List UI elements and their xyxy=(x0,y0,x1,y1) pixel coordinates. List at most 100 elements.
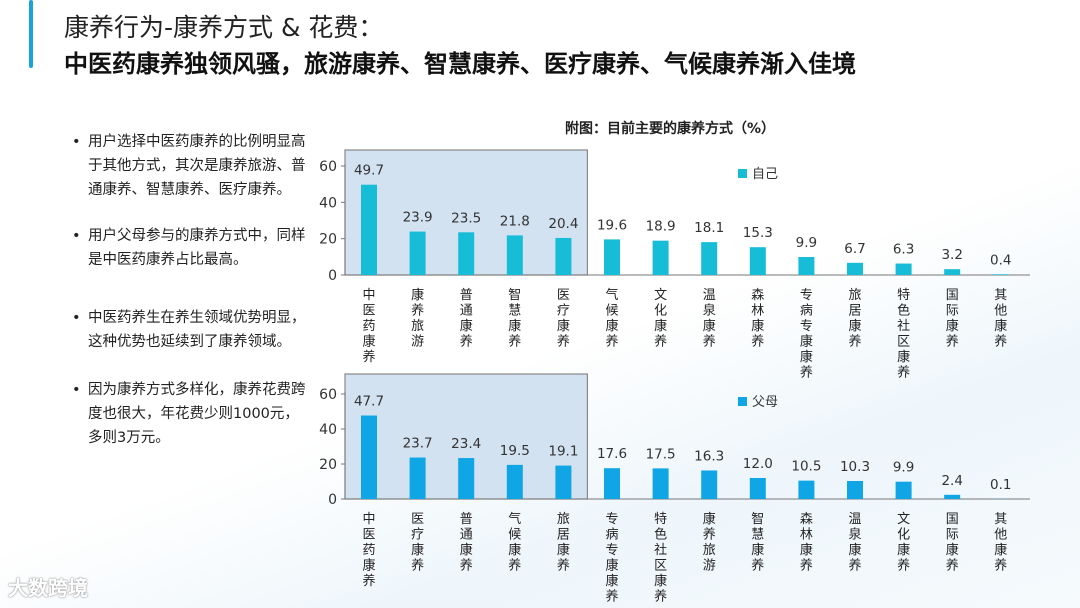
legend-label: 自己 xyxy=(752,167,778,182)
bar xyxy=(604,468,620,499)
category-label: 国际康养 xyxy=(946,512,959,574)
data-label: 6.3 xyxy=(893,242,914,258)
category-label: 普通康养 xyxy=(460,512,473,574)
y-tick-label: 60 xyxy=(319,159,337,175)
category-label: 文化康养 xyxy=(897,512,910,574)
data-label: 18.1 xyxy=(694,220,724,236)
data-label: 47.7 xyxy=(354,394,384,410)
bar xyxy=(992,274,1009,275)
bar xyxy=(361,415,377,499)
bar xyxy=(944,494,961,499)
data-label: 15.3 xyxy=(743,225,773,241)
chart-title: 附图：目前主要的康养方式（%） xyxy=(565,121,776,137)
legend-swatch xyxy=(738,397,747,406)
y-tick-label: 20 xyxy=(319,232,337,248)
bar xyxy=(798,257,815,275)
bar xyxy=(506,235,523,275)
data-label: 17.6 xyxy=(597,446,627,462)
data-label: 3.2 xyxy=(941,247,962,263)
legend-swatch xyxy=(738,169,747,178)
data-label: 18.9 xyxy=(646,219,676,235)
category-label: 特色社区康养 xyxy=(897,288,910,381)
bar xyxy=(409,231,426,275)
y-tick-label: 0 xyxy=(328,268,337,284)
category-label: 特色社区康养 xyxy=(654,512,667,605)
bar xyxy=(701,470,718,499)
bar xyxy=(555,465,572,499)
bar xyxy=(506,464,523,499)
data-label: 49.7 xyxy=(354,163,384,179)
y-tick-label: 20 xyxy=(319,457,337,473)
data-label: 6.7 xyxy=(844,241,865,257)
category-label: 中医药康养 xyxy=(362,288,375,365)
category-label: 文化康养 xyxy=(654,288,667,350)
category-label: 温泉康养 xyxy=(703,288,716,350)
legend-label: 父母 xyxy=(752,395,778,410)
category-label: 气候康养 xyxy=(508,511,521,574)
data-label: 0.1 xyxy=(990,477,1011,493)
category-label: 医疗康养 xyxy=(411,512,424,574)
data-label: 10.5 xyxy=(791,459,821,475)
page-title: 康养行为-康养方式 & 花费： xyxy=(64,13,384,42)
y-tick-label: 0 xyxy=(328,492,337,508)
category-label: 其他康养 xyxy=(994,512,1007,574)
category-label: 智慧康养 xyxy=(508,288,521,350)
bar xyxy=(895,263,912,275)
bar xyxy=(458,232,475,275)
data-label: 23.7 xyxy=(403,436,433,452)
bullet-item: 中医药养生在养生领域优势明显，这种优势也延续到了康养领域。 xyxy=(70,306,310,354)
bar xyxy=(798,480,815,499)
category-label: 温泉康养 xyxy=(848,512,861,574)
category-label: 智慧康养 xyxy=(751,512,764,574)
category-label: 康养旅游 xyxy=(411,287,424,350)
bar xyxy=(944,269,961,275)
category-label: 森林康养 xyxy=(800,512,813,574)
category-label: 医疗康养 xyxy=(557,288,570,350)
data-label: 12.0 xyxy=(743,456,773,472)
bar xyxy=(701,242,718,275)
bar xyxy=(604,239,620,275)
category-label: 旅居康养 xyxy=(848,288,861,350)
bar xyxy=(847,480,863,499)
bar xyxy=(895,481,912,499)
bar xyxy=(409,457,426,499)
category-label: 专病专康康养 xyxy=(605,512,618,605)
category-label: 森林康养 xyxy=(751,288,764,350)
data-label: 19.6 xyxy=(597,217,627,233)
bar xyxy=(847,262,863,275)
data-label: 23.9 xyxy=(403,210,433,226)
page-subtitle: 中医药康养独领风骚，旅游康养、智慧康养、医疗康养、气候康养渐入佳境 xyxy=(64,50,856,78)
data-label: 21.8 xyxy=(500,213,530,229)
bullet-item: 用户选择中医药康养的比例明显高于其他方式，其次是康养旅游、普通康养、智慧康养、医… xyxy=(70,130,310,202)
category-label: 专病专康康养 xyxy=(800,288,813,381)
bar xyxy=(555,237,572,275)
category-label: 康养旅游 xyxy=(703,511,716,574)
y-tick-label: 40 xyxy=(319,195,337,211)
data-label: 9.9 xyxy=(796,235,817,251)
category-label: 气候康养 xyxy=(605,287,618,350)
bar xyxy=(749,247,766,275)
data-label: 20.4 xyxy=(548,216,578,232)
category-label: 中医药康养 xyxy=(362,512,375,589)
accent-bar xyxy=(29,0,33,68)
data-label: 19.5 xyxy=(500,443,530,459)
bullet-item: 用户父母参与的康养方式中，同样是中医药康养占比最高。 xyxy=(70,224,310,272)
data-label: 16.3 xyxy=(694,448,724,464)
category-label: 旅居康养 xyxy=(557,512,570,574)
category-label: 普通康养 xyxy=(460,288,473,350)
bar xyxy=(652,240,669,275)
data-label: 19.1 xyxy=(548,444,578,460)
bullet-item: 因为康养方式多样化，康养花费跨度也很大，年花费少则1000元，多则3万元。 xyxy=(70,378,310,450)
y-tick-label: 40 xyxy=(319,422,337,438)
bullet-list: 用户选择中医药康养的比例明显高于其他方式，其次是康养旅游、普通康养、智慧康养、医… xyxy=(70,130,310,472)
data-label: 9.9 xyxy=(893,460,914,476)
data-label: 23.5 xyxy=(451,210,481,226)
data-label: 17.5 xyxy=(646,446,676,462)
bar xyxy=(749,478,766,499)
data-label: 0.4 xyxy=(990,252,1011,268)
bar xyxy=(361,184,377,275)
category-label: 国际康养 xyxy=(946,288,959,350)
logo: 大数跨境 xyxy=(8,576,88,600)
